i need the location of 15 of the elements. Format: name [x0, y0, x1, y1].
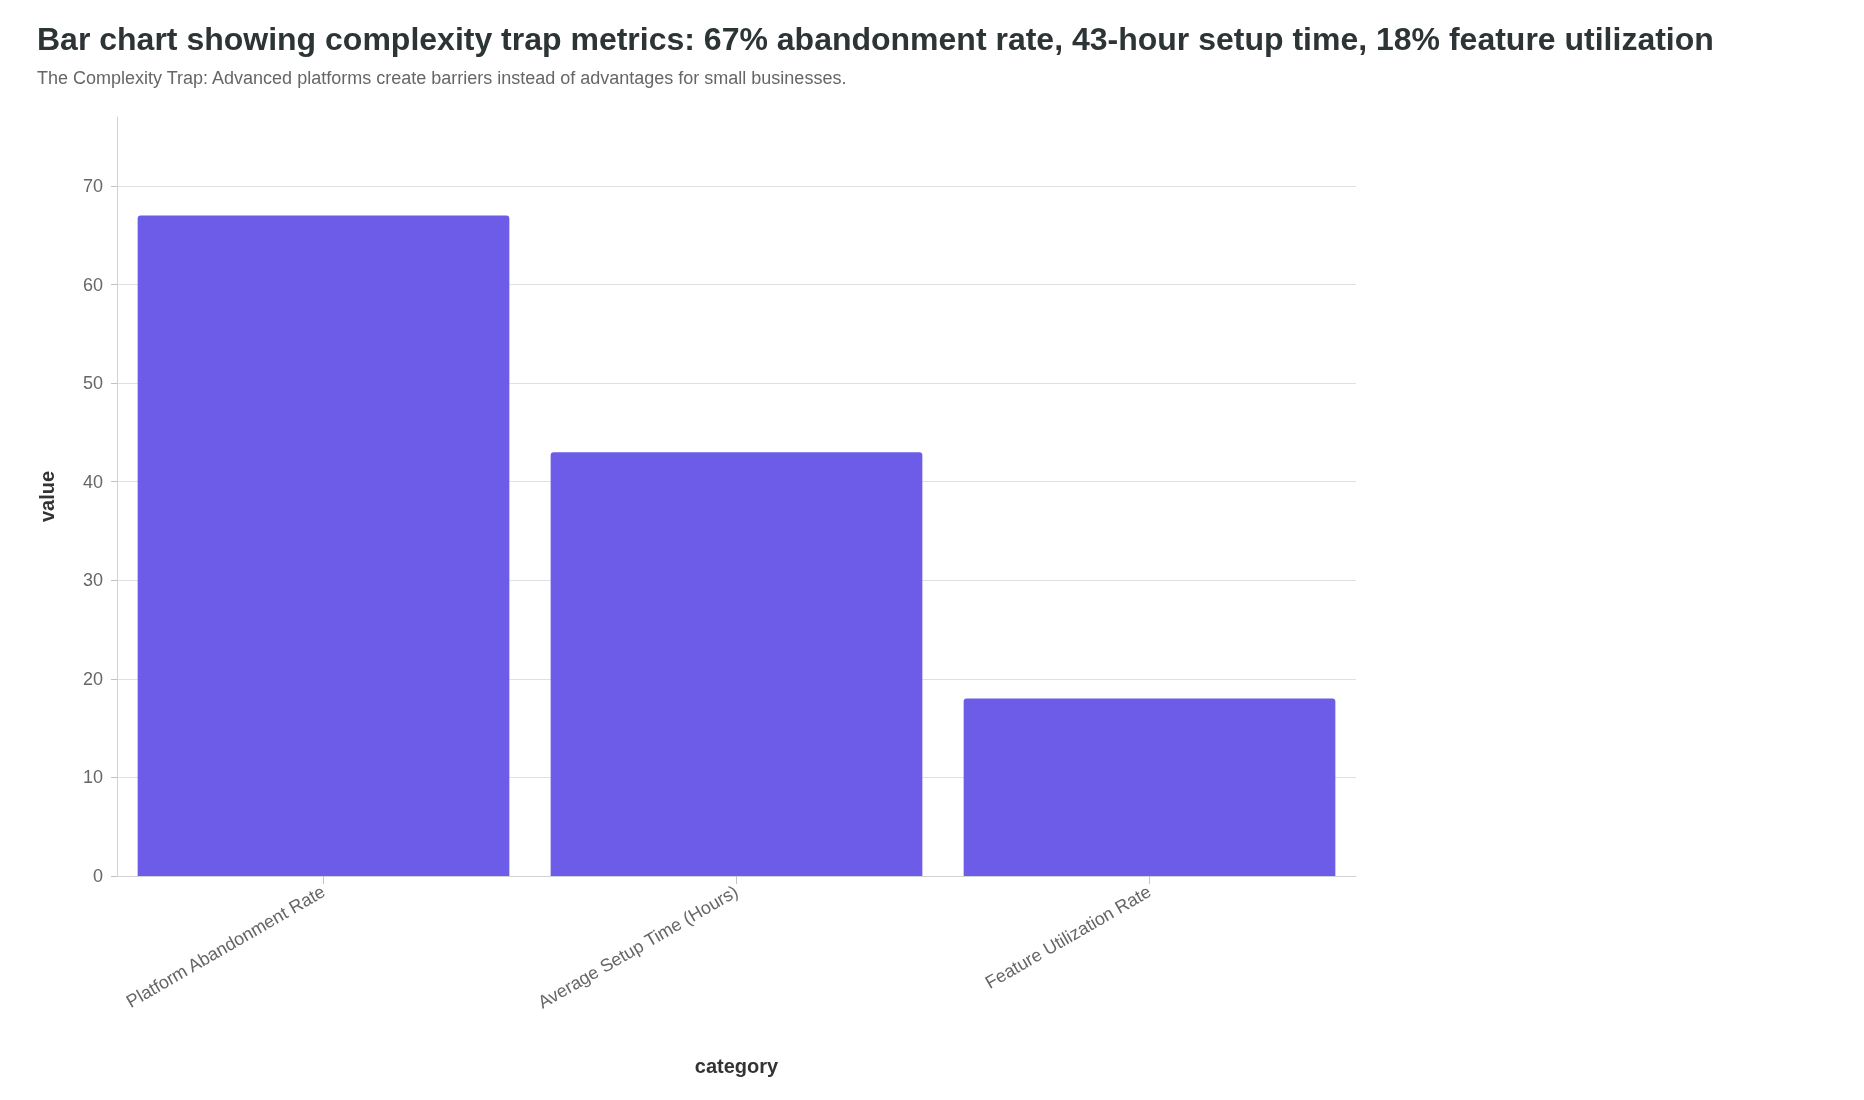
bar: [550, 452, 923, 876]
chart-title: Bar chart showing complexity trap metrics: 67% abandonment rate, 43-hour setup time, 18% feature utilization: [37, 21, 1714, 57]
y-tick-label: 60: [82, 274, 103, 295]
bar: [137, 215, 510, 876]
y-tick-label: 40: [82, 471, 103, 492]
y-axis-title: value: [36, 470, 58, 523]
bar: [963, 698, 1336, 876]
x-axis-title: category: [694, 1055, 780, 1077]
y-tick-label: 50: [82, 373, 103, 394]
y-tick-label: 70: [82, 176, 103, 196]
chart-subtitle: The Complexity Trap: Advanced platforms create barriers instead of advantages for small businesses.: [37, 68, 847, 88]
y-tick-label: 10: [82, 767, 103, 788]
y-tick-label: 20: [82, 668, 103, 689]
y-tick-label: 0: [92, 866, 103, 886]
y-tick-label: 30: [82, 570, 103, 591]
